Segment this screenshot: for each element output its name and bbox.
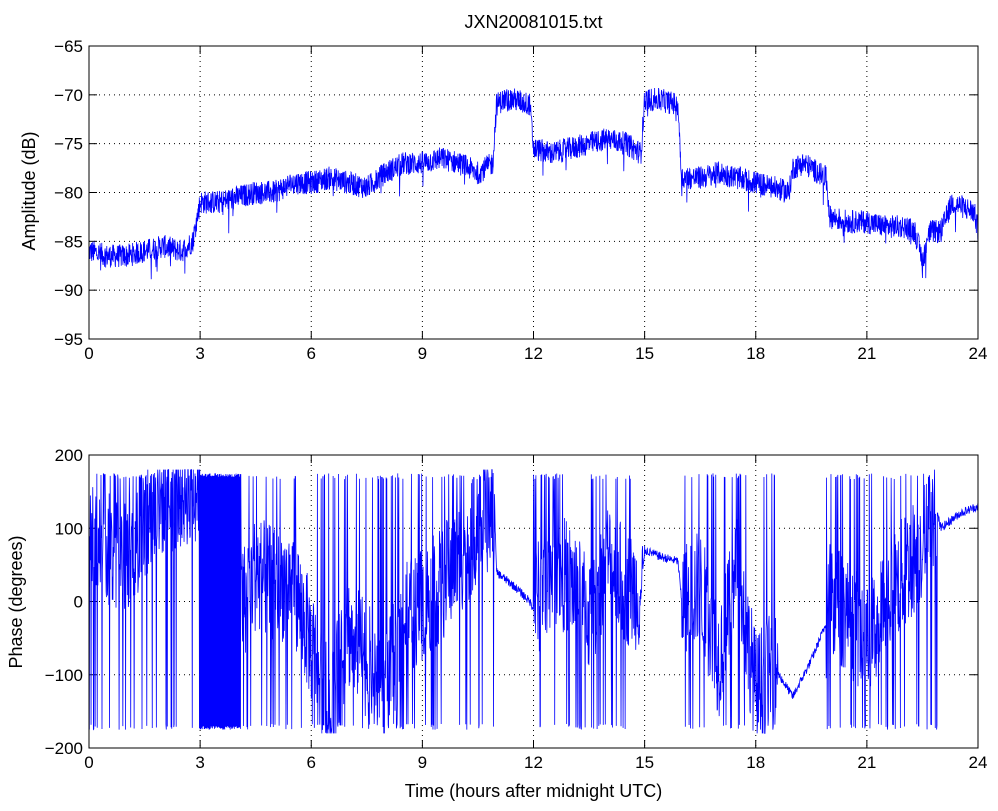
y-tick-label: −90 — [54, 281, 83, 300]
amplitude-tick-labels: 0 3 6 9 12 15 18 21 24 −65 −70 −75 −80 −85 −90 −95 — [54, 37, 987, 363]
x-tick-label: 12 — [524, 344, 543, 363]
amplitude-plot-frame — [88, 45, 979, 340]
y-tick-label: −100 — [45, 666, 83, 685]
y-tick-label: −200 — [45, 739, 83, 758]
y-tick-label: −85 — [54, 232, 83, 251]
x-tick-label: 0 — [84, 753, 93, 772]
x-tick-label: 9 — [418, 344, 427, 363]
y-tick-label: −80 — [54, 184, 83, 203]
amplitude-gridlines — [89, 46, 978, 339]
x-tick-label: 18 — [746, 344, 765, 363]
phase-axes: Phase (degrees) Time (hours after midnig… — [6, 446, 987, 801]
x-tick-label: 18 — [746, 753, 765, 772]
y-tick-label: −70 — [54, 86, 83, 105]
phase-tick-labels: 0 3 6 9 12 15 18 21 24 200 100 0 −100 −200 — [45, 446, 988, 772]
phase-plot-frame — [88, 454, 979, 749]
y-tick-label: 0 — [74, 593, 83, 612]
y-tick-label: 100 — [55, 519, 83, 538]
phase-series — [88, 469, 979, 734]
phase-x-axis-label: Time (hours after midnight UTC) — [405, 781, 662, 801]
amplitude-axes: JXN20081015.txt Amplitude (dB) 0 3 6 9 12 15 1… — [19, 12, 987, 363]
x-tick-label: 3 — [195, 344, 204, 363]
phase-y-axis-label: Phase (degrees) — [6, 535, 26, 668]
phase-line — [88, 469, 979, 734]
x-tick-label: 21 — [857, 344, 876, 363]
y-tick-label: −75 — [54, 135, 83, 154]
amplitude-y-axis-label: Amplitude (dB) — [19, 131, 39, 250]
x-tick-label: 12 — [524, 753, 543, 772]
x-tick-label: 3 — [195, 753, 204, 772]
x-tick-label: 21 — [857, 753, 876, 772]
y-tick-label: −95 — [54, 330, 83, 349]
x-tick-label: 9 — [418, 753, 427, 772]
x-tick-label: 15 — [635, 344, 654, 363]
x-tick-label: 0 — [84, 344, 93, 363]
x-tick-label: 6 — [307, 344, 316, 363]
amplitude-series — [88, 87, 979, 280]
x-tick-label: 15 — [635, 753, 654, 772]
amplitude-line — [88, 87, 979, 280]
x-tick-label: 6 — [307, 753, 316, 772]
chart-title: JXN20081015.txt — [464, 12, 602, 32]
y-tick-label: −65 — [54, 37, 83, 56]
x-tick-label: 24 — [969, 344, 988, 363]
x-tick-label: 24 — [969, 753, 988, 772]
y-tick-label: 200 — [55, 446, 83, 465]
